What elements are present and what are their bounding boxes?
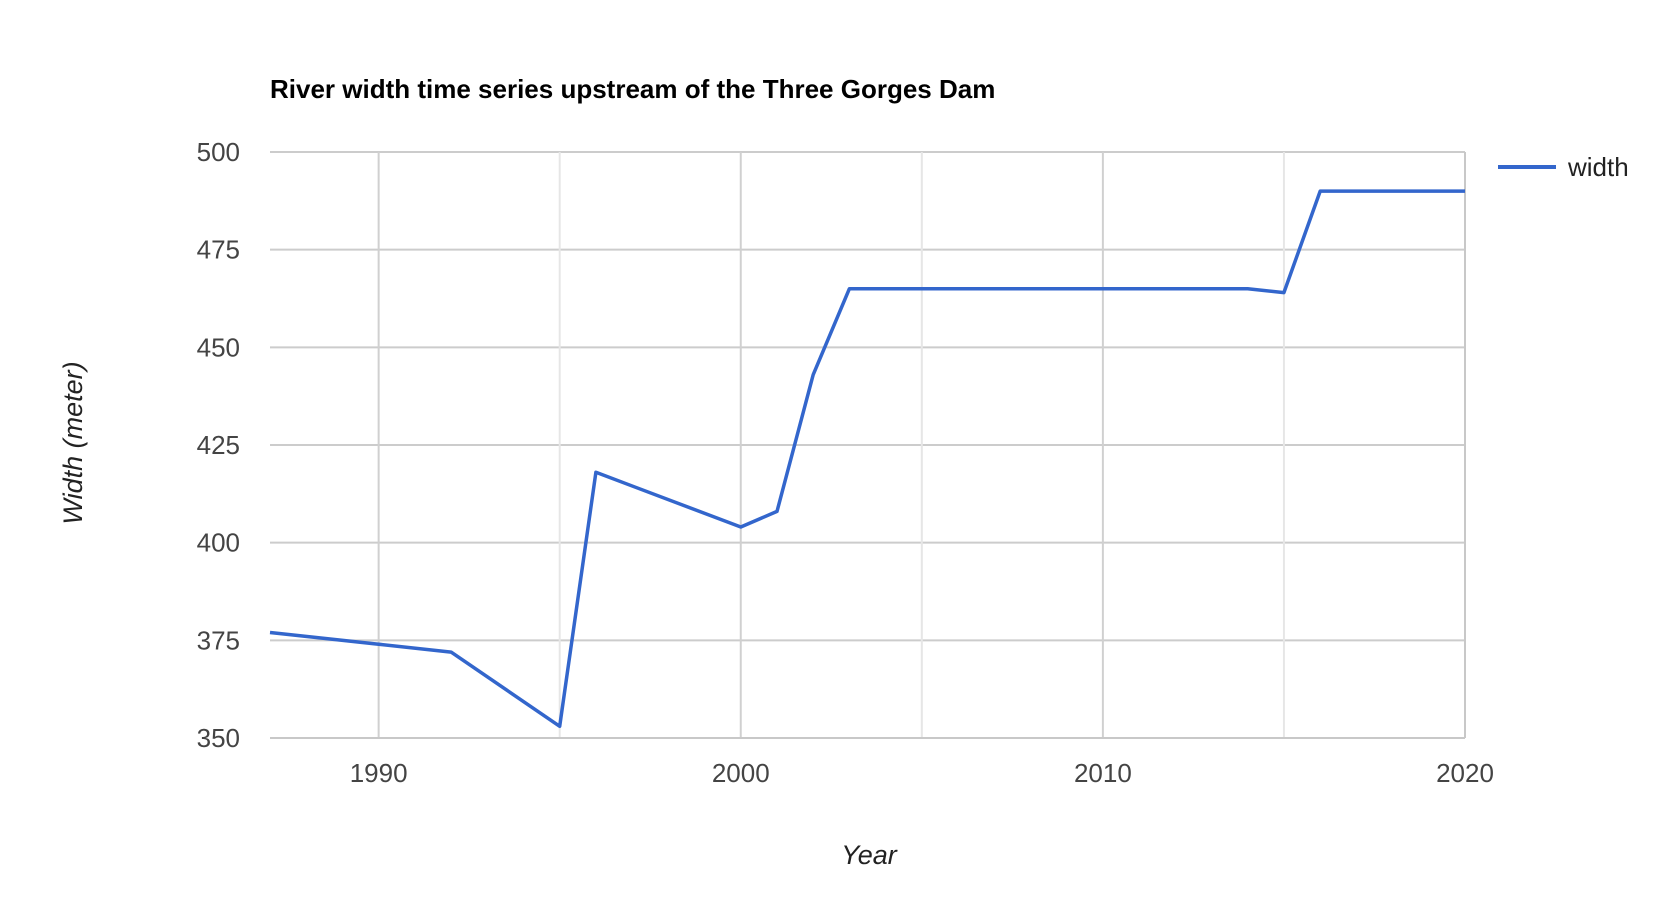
y-tick-label: 500 — [197, 137, 240, 167]
series-line-width — [269, 189, 1465, 729]
y-tick-label: 475 — [197, 235, 240, 265]
series — [269, 189, 1466, 729]
tick-labels: 350 375 400 425 450 475 500 1990 2000 2010 2020 — [197, 137, 1494, 788]
y-tick-label: 375 — [197, 625, 240, 655]
chart-title: River width time series upstream of the … — [270, 74, 995, 104]
y-tick-label: 450 — [197, 332, 240, 362]
legend-label: width — [1567, 152, 1629, 182]
y-tick-label: 425 — [197, 430, 240, 460]
x-tick-label: 2020 — [1436, 758, 1494, 788]
y-axis-title: Width (meter) — [58, 361, 88, 524]
x-axis-title: Year — [841, 840, 898, 870]
legend: width — [1498, 152, 1629, 182]
x-tick-label: 1990 — [350, 758, 408, 788]
y-tick-label: 350 — [197, 723, 240, 753]
x-tick-label: 2000 — [712, 758, 770, 788]
axes — [270, 152, 1466, 739]
grid — [270, 151, 1466, 739]
y-tick-label: 400 — [197, 528, 240, 558]
x-tick-label: 2010 — [1074, 758, 1132, 788]
